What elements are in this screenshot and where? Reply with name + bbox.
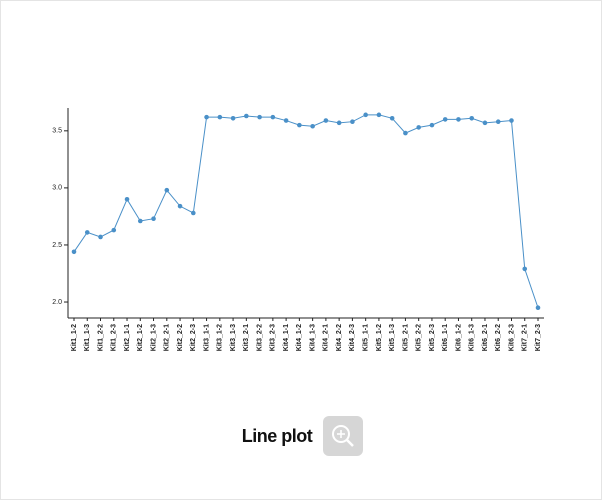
point [71,249,77,255]
point [323,118,329,123]
point [177,203,183,209]
x-tick-label: Kit3_2-3 [270,324,277,351]
x-tick-label: Kit2_1-2 [137,324,144,351]
point [442,117,448,122]
point [230,115,236,121]
zoom-button-bg[interactable] [323,416,363,456]
x-tick-label: Kit2_2-3 [190,324,197,351]
point [363,112,368,118]
point [336,120,342,126]
point [416,125,421,130]
point [535,305,541,311]
x-tick-label: Kit3_2-1 [243,324,250,351]
y-tick-label: 2.5 [52,242,62,249]
point [111,227,117,233]
point [98,234,103,240]
x-tick-label: Kit1_2-3 [111,324,118,351]
point [350,119,355,124]
x-tick-label: Kit4_1-2 [296,324,303,351]
point [495,119,501,124]
point [376,112,382,118]
x-tick-label: Kit2_1-1 [124,324,131,351]
x-tick-label: Kit5_2-2 [416,324,423,351]
point [257,114,262,120]
point [429,122,435,128]
zoom-button[interactable] [323,416,363,456]
point [297,122,302,128]
point [270,114,276,120]
x-tick-label: Kit4_2-1 [323,324,330,351]
point [389,115,395,121]
point [482,120,488,126]
y-tick-label: 2.0 [52,299,62,306]
x-tick-label: Kit7_2-1 [522,324,529,351]
x-tick-label: Kit4_1-3 [309,324,316,351]
point [456,117,461,122]
point [244,113,249,119]
caption: Line plot [242,426,313,446]
x-tick-label: Kit1_2-2 [97,324,104,351]
x-tick-label: Kit1_1-2 [71,324,78,351]
x-tick-label: Kit4_2-3 [349,324,356,351]
zoom-icon-handle [346,439,354,447]
x-tick-label: Kit6_1-3 [469,324,476,351]
x-tick-label: Kit6_2-3 [508,324,515,351]
line [73,114,539,308]
x-tick-label: Kit5_1-3 [389,324,396,351]
x-tick-label: Kit6_2-2 [495,324,502,351]
x-tick-label: Kit6_1-2 [455,324,462,351]
x-tick-label: Kit6_1-1 [442,324,449,351]
point [151,216,156,222]
point [403,130,408,136]
x-tick-label: Kit2_1-3 [150,324,157,351]
x-tick-label: Kit3_1-3 [230,324,237,351]
point [310,123,315,129]
x-tick-label: Kit3_2-2 [256,324,263,351]
x-tick-label: Kit1_1-3 [84,324,91,351]
y-tick-label: 3.5 [52,128,62,135]
x-tick-label: Kit5_1-2 [376,324,383,351]
x-tick-label: Kit2_2-2 [177,324,184,351]
point [217,114,223,120]
x-tick-label: Kit4_1-1 [283,324,290,351]
x-tick-label: Kit4_2-2 [336,324,343,351]
point [204,114,209,120]
point [469,115,475,121]
x-tick-label: Kit5_2-1 [402,324,409,351]
x-tick-label: Kit5_1-1 [363,324,370,351]
x-tick-label: Kit2_2-1 [164,324,171,351]
x-tick-label: Kit3_1-1 [203,324,210,351]
x-tick-label: Kit6_2-1 [482,324,489,351]
point [522,266,528,272]
x-tick-label: Kit7_2-3 [535,324,542,351]
x-tick-label: Kit3_1-2 [217,324,224,351]
point [84,230,90,235]
point [283,118,289,123]
point [164,187,170,193]
zoom-icon [332,425,350,443]
y-tick-label: 3.0 [52,185,62,192]
point [137,218,143,224]
point [191,210,196,216]
point [124,197,130,202]
x-tick-label: Kit5_2-3 [429,324,436,351]
point [509,118,514,123]
